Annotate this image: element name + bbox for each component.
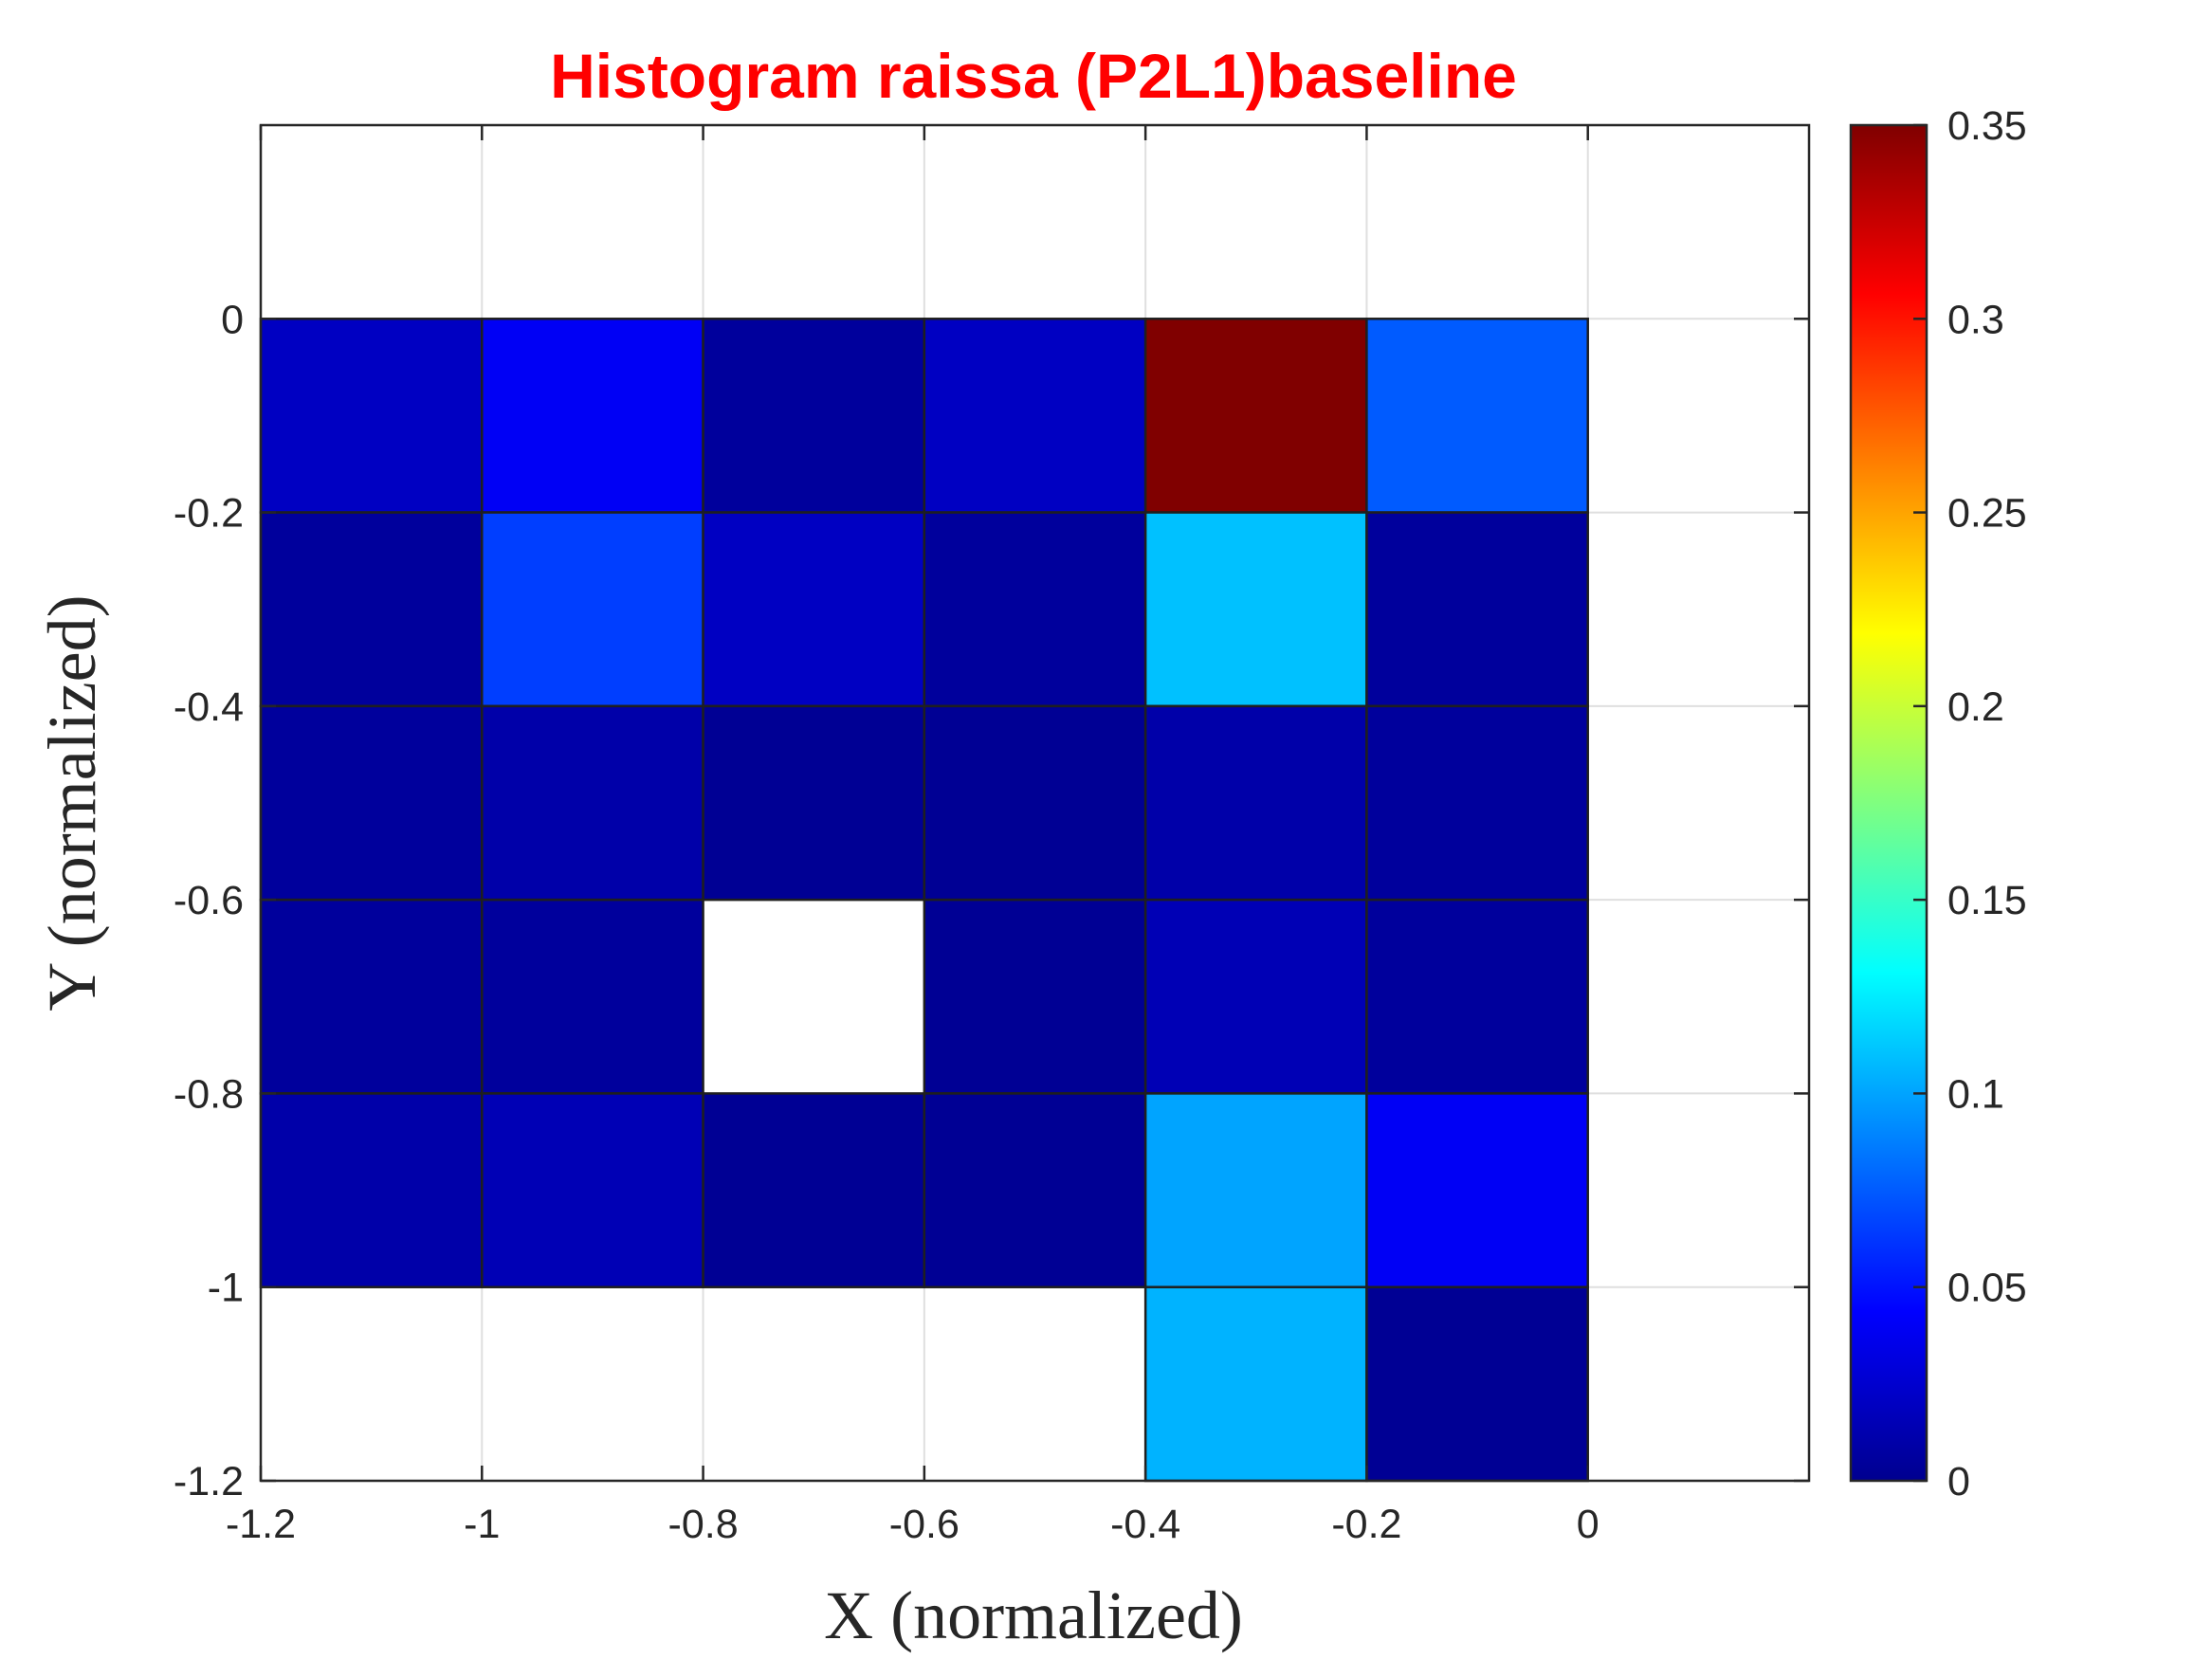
y-tick-label: -0.6 <box>174 878 244 923</box>
heatmap-cell <box>923 511 1147 708</box>
heatmap-cell <box>1365 1092 1589 1288</box>
y-tick-label: -0.4 <box>174 684 244 730</box>
heatmap-cell <box>1143 1285 1368 1483</box>
x-tick-label: -0.8 <box>668 1502 739 1547</box>
x-tick-label: 0 <box>1577 1502 1600 1547</box>
colorbar-tick-label: 0.35 <box>1947 103 2027 149</box>
heatmap-cell <box>481 318 704 514</box>
heatmap-cell <box>923 318 1147 514</box>
heatmap-cell <box>1365 704 1589 902</box>
heatmap-cell <box>702 318 926 514</box>
x-axis-label: X (normalized) <box>824 1577 1243 1653</box>
heatmap-cell <box>1365 511 1589 708</box>
y-tick-label: 0 <box>221 297 244 342</box>
heatmap-cell <box>923 898 1147 1095</box>
heatmap-cell <box>259 1092 484 1288</box>
heatmap-cell <box>259 898 484 1095</box>
heatmap-cell <box>481 898 704 1095</box>
colorbar-tick-label: 0.1 <box>1947 1071 2004 1117</box>
heatmap-cell <box>259 318 484 514</box>
colorbar <box>1849 123 1929 1483</box>
x-tick-label: -0.6 <box>889 1502 960 1547</box>
colorbar-tick-label: 0.2 <box>1947 684 2004 730</box>
axis-ticks: -1.2 -1 -0.8 -0.6 -0.4 -0.2 0 -1.2 -1 -0.8 -0.6 -0.… <box>174 125 1809 1547</box>
colorbar-tick-label: 0.3 <box>1947 297 2004 342</box>
colorbar-tick-label: 0.15 <box>1947 878 2027 923</box>
heatmap-cell <box>923 1092 1147 1288</box>
y-tick-label: -1.2 <box>174 1459 244 1504</box>
x-tick-label: -0.4 <box>1110 1502 1180 1547</box>
heatmap-cell <box>1143 511 1368 708</box>
heatmap-cell <box>481 511 704 708</box>
x-tick-label: -1 <box>464 1502 500 1547</box>
heatmap-cell <box>1365 898 1589 1095</box>
heatmap-cell <box>1143 704 1368 902</box>
y-axis-label: Y (normalized) <box>34 594 110 1011</box>
colorbar-ticks: 0 0.05 0.1 0.15 0.2 0.25 0.3 0.35 <box>1913 103 2027 1504</box>
heatmap-cell <box>1143 318 1368 514</box>
plot-area-frame <box>259 123 1811 1483</box>
y-tick-label: -0.8 <box>174 1071 244 1117</box>
heatmap-cell <box>702 511 926 708</box>
x-tick-label: -1.2 <box>226 1502 296 1547</box>
heatmap-cells <box>259 318 1589 1483</box>
heatmap-cell <box>481 1092 704 1288</box>
heatmap-cell <box>259 704 484 902</box>
colorbar-tick-label: 0 <box>1947 1459 1970 1504</box>
heatmap-cell <box>1365 318 1589 514</box>
y-tick-label: -1 <box>208 1266 244 1311</box>
chart-title: Histogram raissa (P2L1)baseline <box>550 41 1517 111</box>
colorbar-tick-label: 0.05 <box>1947 1266 2027 1311</box>
heatmap-cell <box>1143 898 1368 1095</box>
y-tick-label: -0.2 <box>174 491 244 537</box>
colorbar-tick-label: 0.25 <box>1947 491 2027 537</box>
heatmap-cell <box>1365 1285 1589 1483</box>
heatmap-cell <box>481 704 704 902</box>
heatmap-cell <box>702 1092 926 1288</box>
x-tick-label: -0.2 <box>1331 1502 1401 1547</box>
heatmap-cell <box>702 704 926 902</box>
heatmap-cell <box>259 511 484 708</box>
heatmap-cell <box>1143 1092 1368 1288</box>
heatmap-cell <box>923 704 1147 902</box>
